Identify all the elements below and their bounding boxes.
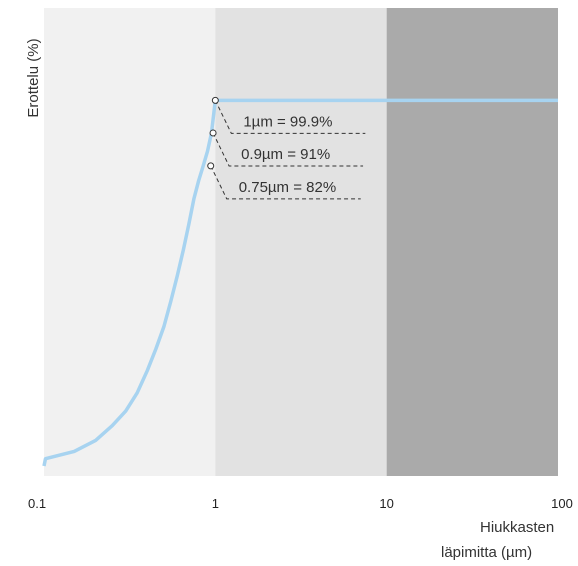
x-axis-label-line-1: Hiukkasten	[480, 519, 554, 536]
annotation-point-2	[207, 162, 215, 170]
x-tick-0: 0.1	[28, 496, 46, 511]
annotation-leader-0	[214, 100, 366, 134]
band-1	[215, 8, 387, 476]
series-layer	[42, 98, 558, 467]
annotations-layer: 1µm = 99.9% 0.9µm = 91% 0.75µm = 82%	[207, 96, 366, 200]
x-axis-label-line-2: läpimitta (µm)	[441, 544, 532, 561]
x-tick-2: 10	[379, 496, 393, 511]
x-tick-1: 1	[212, 496, 219, 511]
annotation-point-0	[211, 96, 219, 104]
annotation-leader-2	[210, 165, 361, 200]
annotation-point-1	[209, 129, 217, 137]
annotation-label-1: 0.9µm = 91%	[241, 146, 330, 163]
y-axis-label: Erottelu (%)	[25, 38, 42, 117]
annotation-leader-1	[212, 132, 364, 167]
x-tick-3: 100	[551, 496, 573, 511]
annotation-label-2: 0.75µm = 82%	[239, 179, 336, 196]
series-line-0	[42, 98, 558, 467]
x-tick-labels: 0.1 1 10 100	[28, 496, 573, 511]
annotation-label-0: 1µm = 99.9%	[243, 113, 332, 130]
band-2	[386, 8, 558, 476]
background-bands	[44, 8, 558, 476]
